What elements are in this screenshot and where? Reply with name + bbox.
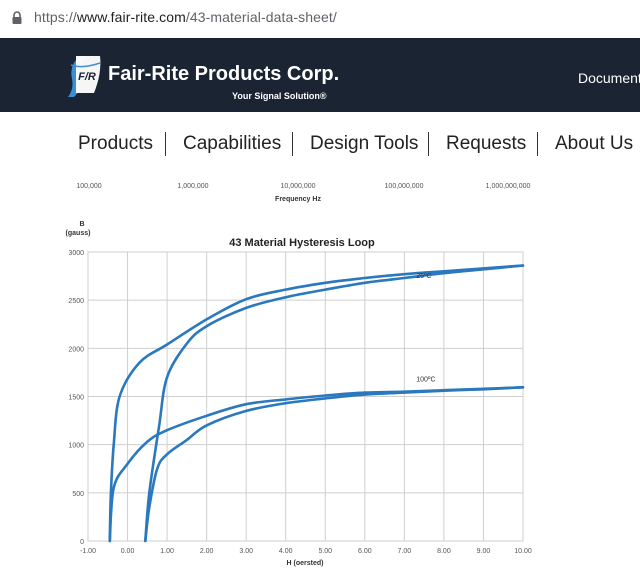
url-scheme: https://	[34, 9, 77, 25]
series-upper-branch	[108, 264, 525, 543]
lock-icon	[12, 11, 22, 24]
series-1: 100ºC	[108, 377, 525, 543]
chart-title: 43 Material Hysteresis Loop	[229, 237, 375, 249]
nav-divider	[428, 132, 429, 156]
prev-x-tick: 100,000	[76, 183, 101, 190]
nav-design-tools[interactable]: Design Tools	[310, 133, 419, 154]
nav-divider	[537, 132, 538, 156]
series-lower-branch	[144, 386, 525, 543]
prev-x-tick: 1,000,000,000	[486, 183, 531, 190]
x-tick-label: 8.00	[437, 548, 451, 555]
y-axis-label: B	[79, 221, 84, 228]
y-axis-unit: (gauss)	[66, 230, 91, 237]
x-tick-label: 1.00	[160, 548, 174, 555]
nav-about-us[interactable]: About Us	[555, 133, 634, 154]
x-tick-label: 10.00	[514, 548, 532, 555]
x-tick-label: 5.00	[318, 548, 332, 555]
y-tick-label: 2500	[68, 298, 84, 305]
series-0: 25ºC	[108, 264, 525, 543]
y-tick-label: 500	[72, 491, 84, 498]
prev-x-tick: 10,000,000	[280, 183, 315, 190]
prev-x-axis-label: Frequency Hz	[275, 196, 321, 203]
main-nav: Products Capabilities Design Tools Reque…	[0, 112, 640, 174]
x-axis-label: H (oersted)	[287, 560, 324, 567]
brand-tagline: Your Signal Solution®	[232, 91, 327, 101]
x-tick-label: 7.00	[398, 548, 412, 555]
y-tick-label: 0	[80, 539, 84, 546]
logo-mark-text: F/R	[78, 71, 96, 83]
nav-divider	[165, 132, 166, 156]
x-tick-label: 3.00	[239, 548, 253, 555]
header-link-documents[interactable]: Document	[578, 70, 640, 86]
prev-x-tick: 100,000,000	[385, 183, 424, 190]
nav-divider	[292, 132, 293, 156]
hysteresis-chart: 100,000 1,000,000 10,000,000 100,000,000…	[66, 183, 532, 567]
x-tick-label: 6.00	[358, 548, 372, 555]
series-label: 25ºC	[416, 273, 431, 280]
url-host: www.fair-rite.com	[76, 9, 186, 25]
prev-chart-axis: 100,000 1,000,000 10,000,000 100,000,000…	[76, 183, 530, 203]
x-tick-label: 2.00	[200, 548, 214, 555]
y-tick-label: 1500	[68, 395, 84, 402]
url-path: /43-material-data-sheet/	[185, 9, 337, 25]
chart-ticks: -1.00 0.00 1.00 2.00 3.00 4.00 5.00 6.00 7.00 8.0…	[68, 250, 531, 555]
y-tick-label: 1000	[68, 443, 84, 450]
brand-name[interactable]: Fair-Rite Products Corp.	[108, 63, 340, 85]
browser-address-bar[interactable]: https://www.fair-rite.com/43-material-da…	[0, 0, 640, 39]
series-lower-branch	[144, 264, 525, 543]
series-label: 100ºC	[416, 377, 435, 384]
nav-requests[interactable]: Requests	[446, 133, 527, 154]
prev-x-tick: 1,000,000	[177, 183, 208, 190]
site-header	[0, 38, 640, 112]
url-text[interactable]: https://www.fair-rite.com/43-material-da…	[34, 9, 337, 25]
x-tick-label: 9.00	[477, 548, 491, 555]
fair-rite-logo-icon[interactable]: F/R	[66, 53, 104, 99]
nav-capabilities[interactable]: Capabilities	[183, 133, 282, 154]
x-tick-label: 0.00	[121, 548, 135, 555]
y-tick-label: 2000	[68, 346, 84, 353]
chart-series: 25ºC 100ºC	[108, 264, 525, 543]
x-tick-label: 4.00	[279, 548, 293, 555]
x-tick-label: -1.00	[80, 548, 96, 555]
nav-products[interactable]: Products	[78, 133, 153, 154]
y-tick-label: 3000	[68, 250, 84, 257]
